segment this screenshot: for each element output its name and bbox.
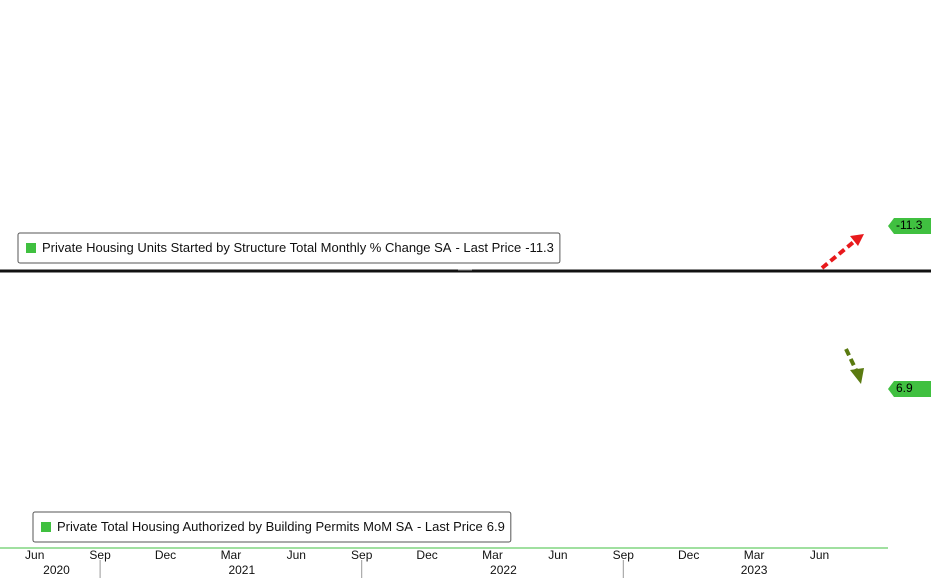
x-year-label: 2023 [741,563,768,577]
x-tick-label: Jun [810,548,829,562]
x-tick-label: Sep [351,548,373,562]
legend-note: - Last Price [417,519,483,534]
legend-series-name: Private Housing Units Started by Structu… [42,240,452,255]
legend: Private Housing Units Started by Structu… [17,232,561,264]
x-tick-label: Dec [155,548,176,562]
x-tick-label: Dec [416,548,437,562]
legend-series-name: Private Total Housing Authorized by Buil… [57,519,413,534]
x-tick-label: Sep [613,548,635,562]
last-price-label: 6.9 [896,381,913,395]
legend-box [32,511,512,543]
legend-last-value: 6.9 [487,519,505,534]
x-tick-label: Mar [482,548,503,562]
legend-last-value: -11.3 [525,240,554,255]
x-year-label: 2022 [490,563,517,577]
x-tick-label: Mar [221,548,242,562]
last-price-label: -11.3 [896,218,923,232]
annotation-arrowhead [850,368,864,384]
legend-text: Private Total Housing Authorized by Buil… [57,519,505,534]
x-tick-label: Jun [287,548,306,562]
last-price-tag [888,218,931,235]
legend-note: - Last Price [455,240,521,255]
legend-text: Private Housing Units Started by Structu… [42,240,554,255]
x-tick-label: Sep [89,548,111,562]
last-price-tag [888,380,931,397]
x-year-label: 2020 [43,563,70,577]
x-year-label: 2021 [228,563,255,577]
x-tick-label: Jun [25,548,44,562]
annotation-arrow [844,348,858,371]
x-tick-label: Jun [548,548,567,562]
annotation-arrow [820,238,858,270]
annotation-arrowhead [850,234,864,246]
legend-swatch [26,243,36,253]
legend-swatch [41,522,51,532]
x-tick-label: Dec [678,548,699,562]
legend-box [17,232,561,264]
x-tick-label: Mar [744,548,765,562]
legend: Private Total Housing Authorized by Buil… [32,511,512,543]
